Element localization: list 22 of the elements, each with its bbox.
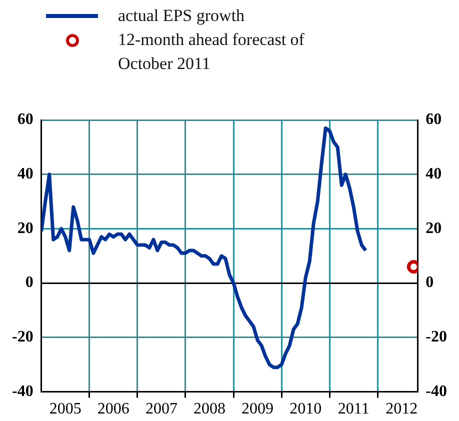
x-tick-label: 2012	[386, 400, 418, 418]
x-tick-label: 2009	[242, 400, 274, 418]
x-tick-label: 2011	[338, 400, 370, 418]
x-tick-label: 2007	[145, 400, 178, 418]
y-tick-label: -20	[12, 328, 34, 346]
y-tick-label: 60	[17, 111, 34, 128]
x-tick-label: 2006	[97, 400, 130, 418]
y2-tick-label: 20	[426, 220, 442, 237]
y2-tick-label: 60	[426, 111, 442, 128]
y2-tick-label: -40	[426, 382, 447, 400]
legend-label: 12-month ahead forecast of October 2011	[118, 29, 306, 75]
legend-label: actual EPS growth	[118, 5, 245, 27]
x-tick-label: 2005	[49, 400, 82, 418]
y-tick-label: 20	[17, 220, 34, 237]
y-tick-label: -40	[12, 382, 34, 400]
y-tick-label: 0	[25, 274, 34, 292]
y2-tick-label: 40	[426, 166, 442, 182]
y-tick-label: 40	[17, 166, 34, 182]
x-tick-label: 2008	[193, 400, 226, 418]
y2-tick-label: 0	[426, 274, 434, 292]
y2-tick-label: -20	[426, 328, 447, 346]
x-tick-label: 2010	[290, 400, 322, 418]
